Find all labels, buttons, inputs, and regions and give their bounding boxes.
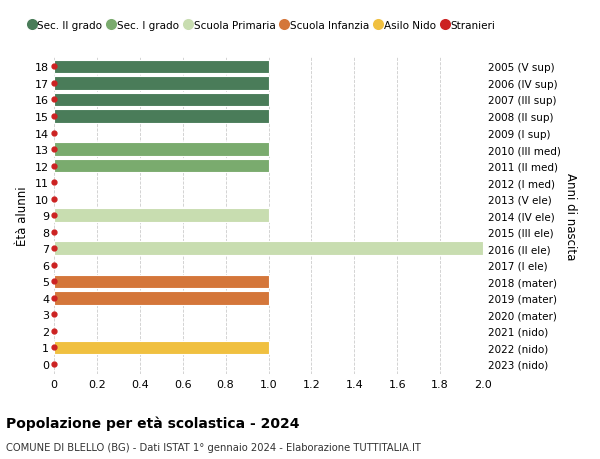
Bar	[54, 94, 269, 107]
Bar	[54, 291, 269, 305]
Bar	[54, 61, 269, 74]
Bar	[54, 242, 483, 256]
Y-axis label: Ètà alunni: Ètà alunni	[16, 186, 29, 246]
Legend: Sec. II grado, Sec. I grado, Scuola Primaria, Scuola Infanzia, Asilo Nido, Stran: Sec. II grado, Sec. I grado, Scuola Prim…	[25, 17, 499, 35]
Bar	[54, 209, 269, 223]
Text: Popolazione per età scolastica - 2024: Popolazione per età scolastica - 2024	[6, 415, 299, 430]
Bar	[54, 143, 269, 157]
Bar	[54, 275, 269, 288]
Text: COMUNE DI BLELLO (BG) - Dati ISTAT 1° gennaio 2024 - Elaborazione TUTTITALIA.IT: COMUNE DI BLELLO (BG) - Dati ISTAT 1° ge…	[6, 442, 421, 452]
Bar	[54, 110, 269, 123]
Bar	[54, 159, 269, 173]
Bar	[54, 341, 269, 354]
Y-axis label: Anni di nascita: Anni di nascita	[565, 172, 577, 259]
Bar	[54, 77, 269, 90]
